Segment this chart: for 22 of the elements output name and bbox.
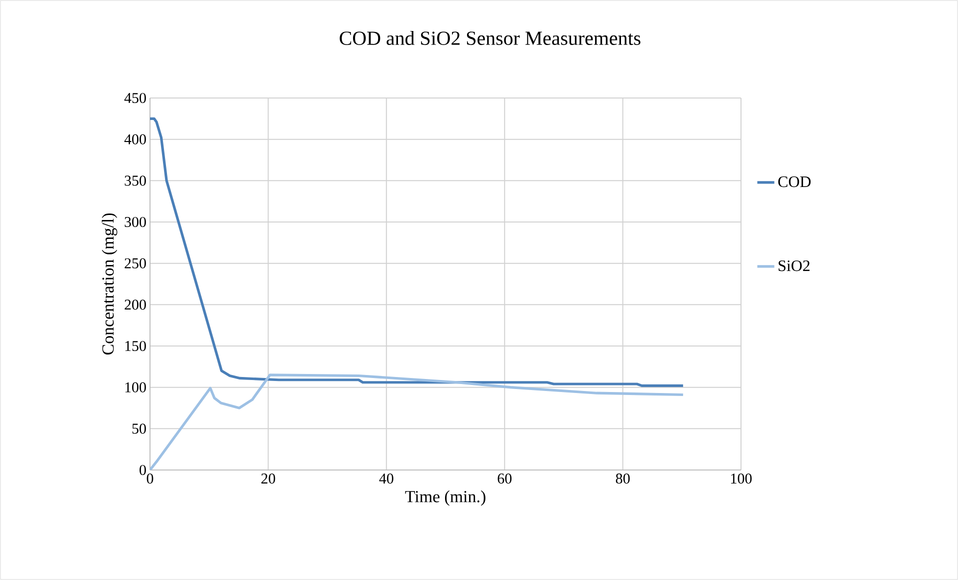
y-tick-label: 100 (125, 382, 146, 392)
y-tick-label: 50 (132, 424, 146, 434)
y-tick-label: 450 (124, 92, 146, 104)
x-tick-label: 40 (379, 474, 394, 484)
x-tick-label: 0 (146, 474, 154, 484)
legend-label: COD (778, 176, 811, 188)
x-tick-label: 20 (261, 474, 276, 484)
y-axis-title: Concentration (mg/l) (102, 213, 118, 355)
x-tick-label: 80 (616, 474, 630, 484)
y-tick-label: 200 (124, 300, 146, 310)
legend-label: SiO2 (778, 260, 810, 272)
y-tick-label: 300 (124, 216, 146, 228)
x-tick-label: 100 (731, 474, 752, 484)
y-tick-label: 350 (124, 176, 146, 186)
y-tick-label: 250 (124, 258, 146, 268)
line-series (150, 374, 684, 470)
x-axis-title: Time (min.) (405, 490, 486, 506)
y-tick-label: 400 (124, 134, 146, 144)
y-tick-label: 150 (125, 340, 146, 352)
x-tick-label: 60 (498, 474, 512, 484)
y-tick-label: 0 (140, 464, 146, 476)
chart-title: COD and SiO2 Sensor Measurements (340, 30, 640, 45)
